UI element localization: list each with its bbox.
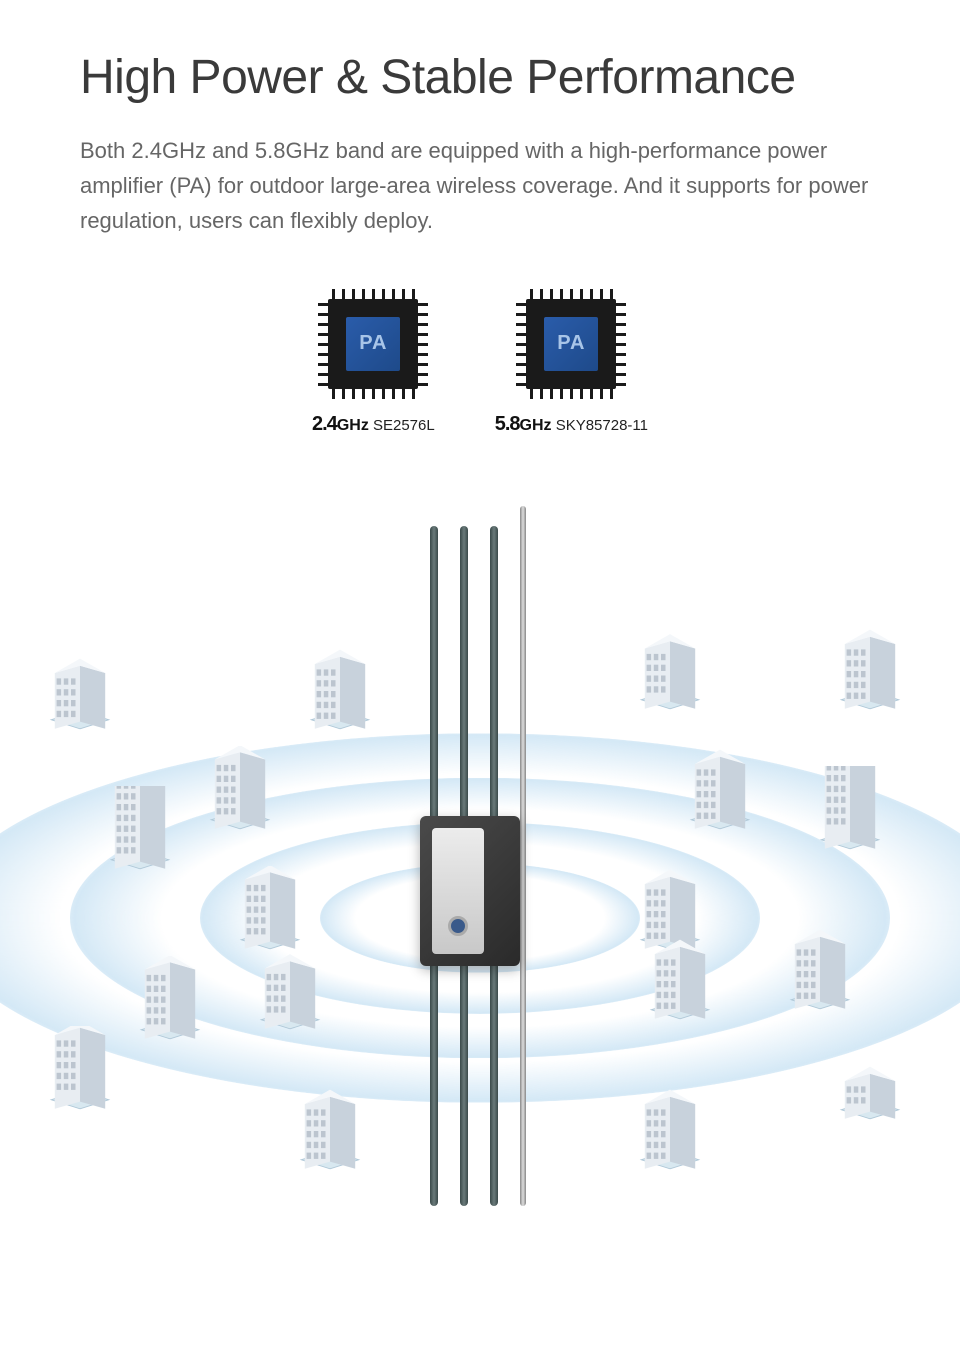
chip-label-58ghz: 5.8GHz SKY85728-11	[495, 413, 648, 436]
building-icon	[200, 746, 280, 836]
description-text: Both 2.4GHz and 5.8GHz band are equipped…	[80, 133, 880, 239]
building-icon	[100, 786, 180, 876]
coverage-illustration	[0, 466, 960, 1246]
pa-chip-icon: PA	[318, 289, 428, 399]
building-icon	[810, 766, 890, 856]
building-icon	[680, 746, 760, 836]
chip-core-label: PA	[557, 332, 585, 355]
chip-label-24ghz: 2.4GHz SE2576L	[312, 413, 435, 436]
building-icon	[640, 936, 720, 1026]
chips-row: PA 2.4GHz SE2576L PA 5.8GHz SKY85728-11	[80, 289, 880, 436]
pa-chip-icon: PA	[516, 289, 626, 399]
chip-core-label: PA	[359, 332, 387, 355]
page-title: High Power & Stable Performance	[80, 50, 880, 105]
building-icon	[230, 866, 310, 956]
building-icon	[40, 1026, 120, 1116]
building-icon	[290, 1086, 370, 1176]
building-icon	[630, 626, 710, 716]
building-icon	[830, 626, 910, 716]
building-icon	[780, 926, 860, 1016]
building-icon	[630, 1086, 710, 1176]
building-icon	[250, 946, 330, 1036]
chip-block-24ghz: PA 2.4GHz SE2576L	[312, 289, 435, 436]
building-icon	[40, 646, 120, 736]
building-icon	[830, 1036, 910, 1126]
building-icon	[130, 956, 210, 1046]
building-icon	[300, 646, 380, 736]
chip-block-58ghz: PA 5.8GHz SKY85728-11	[495, 289, 648, 436]
access-point-device-icon	[400, 506, 560, 1206]
